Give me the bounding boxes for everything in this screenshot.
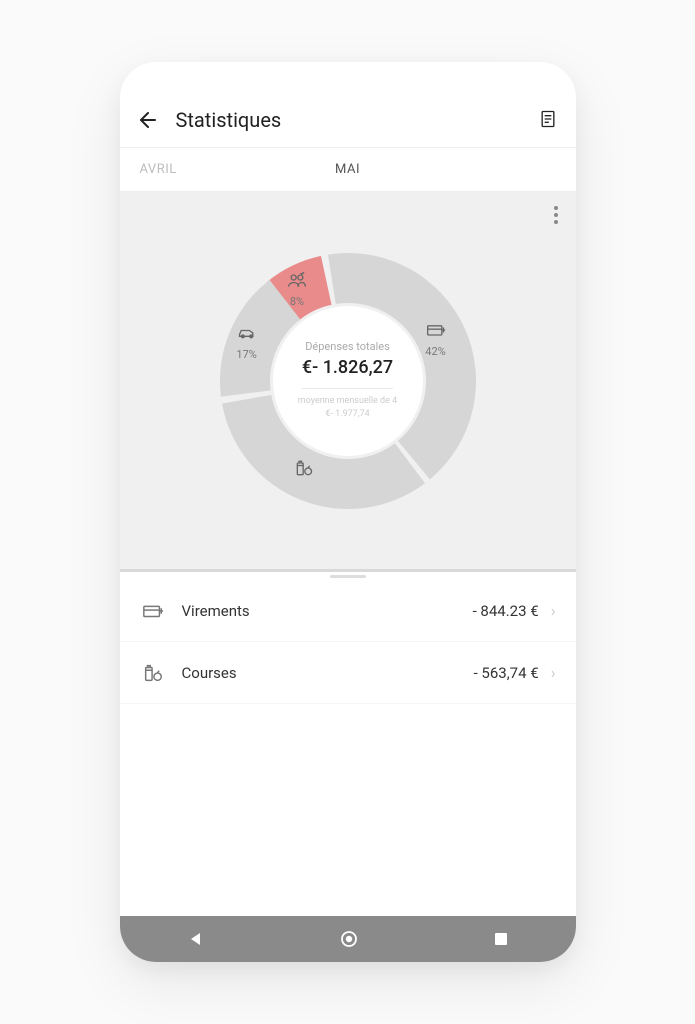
category-row[interactable]: Courses - 563,74 € › (120, 642, 576, 704)
slice-label-groceries (294, 458, 314, 483)
tab-current-month[interactable]: MAI (256, 162, 438, 177)
chart-menu-button[interactable] (554, 206, 558, 224)
drag-handle[interactable] (120, 572, 576, 580)
center-divider (302, 388, 393, 389)
nav-recent-button[interactable] (494, 932, 508, 946)
report-icon[interactable] (538, 109, 560, 131)
page-title: Statistiques (176, 108, 538, 132)
nav-home-button[interactable] (340, 930, 358, 948)
chart-panel: Dépenses totales €- 1.826,27 moyenne men… (120, 192, 576, 572)
nav-back-button[interactable] (188, 931, 204, 947)
category-list: Virements - 844.23 € › Courses - 563,74 … (120, 572, 576, 916)
category-row[interactable]: Virements - 844.23 € › (120, 580, 576, 642)
donut-chart: Dépenses totales €- 1.826,27 moyenne men… (208, 241, 488, 521)
center-label: Dépenses totales (305, 340, 390, 353)
chevron-right-icon: › (551, 663, 556, 682)
card-icon (142, 600, 170, 622)
android-navbar (120, 916, 576, 962)
people-icon (287, 270, 307, 295)
card-icon (426, 320, 446, 345)
slice-label-social: 8% (287, 270, 307, 308)
groceries-icon (142, 662, 170, 684)
donut-center: Dépenses totales €- 1.826,27 moyenne men… (273, 306, 423, 456)
center-sub-label: moyenne mensuelle de 4 (298, 395, 397, 408)
slice-label-transfer: 42% (425, 320, 445, 358)
category-amount: - 563,74 € (474, 664, 539, 682)
slice-percent: 17% (236, 348, 256, 361)
center-sub-value: €- 1.977,74 (325, 408, 369, 421)
phone-frame: Statistiques AVRIL MAI Dépenses totales … (120, 62, 576, 962)
slice-label-car: 17% (236, 323, 256, 361)
status-bar (120, 62, 576, 92)
back-button[interactable] (136, 108, 160, 132)
car-icon (237, 323, 257, 348)
chevron-right-icon: › (551, 601, 556, 620)
month-tabs: AVRIL MAI (120, 148, 576, 192)
groceries-icon (294, 458, 314, 483)
center-value: €- 1.826,27 (302, 357, 393, 378)
app-header: Statistiques (120, 92, 576, 148)
category-label: Virements (182, 602, 473, 620)
tab-prev-month[interactable]: AVRIL (120, 162, 257, 177)
slice-percent: 8% (290, 295, 304, 308)
category-amount: - 844.23 € (473, 602, 539, 620)
category-label: Courses (182, 664, 474, 682)
slice-percent: 42% (425, 345, 445, 358)
